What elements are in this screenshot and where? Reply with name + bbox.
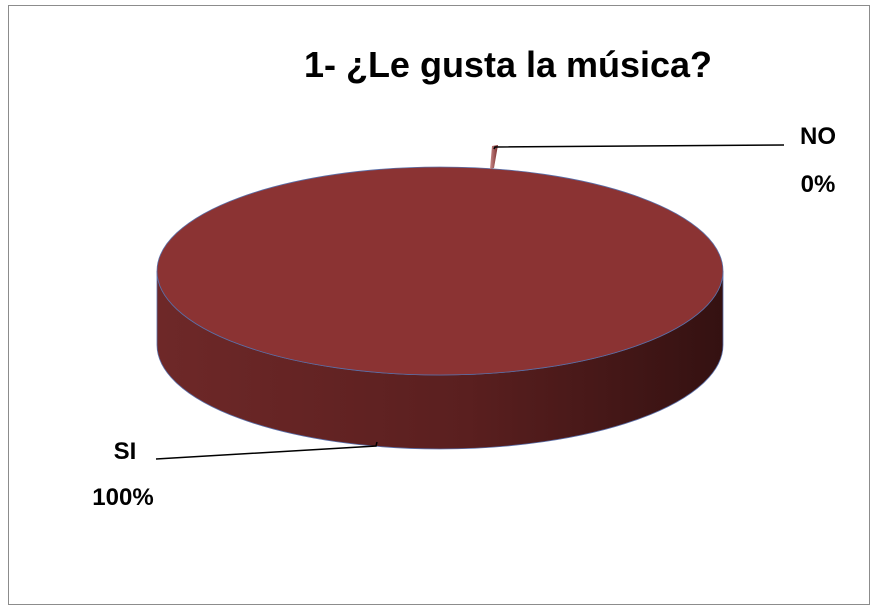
data-label-no: NO 0% (800, 123, 836, 198)
chart-title: 1- ¿Le gusta la música? (304, 44, 712, 85)
leader-line-si (155, 441, 378, 460)
data-label-no-category: NO (800, 123, 836, 150)
data-label-si-category: SI (114, 438, 137, 465)
data-label-si-percent: 100% (92, 484, 153, 511)
pie-slice-si (156, 166, 724, 376)
leader-line-no (493, 144, 785, 150)
data-label-no-percent: 0% (801, 171, 836, 198)
pie-slice-no (490, 145, 498, 169)
data-label-si: SI 100% (92, 438, 153, 511)
